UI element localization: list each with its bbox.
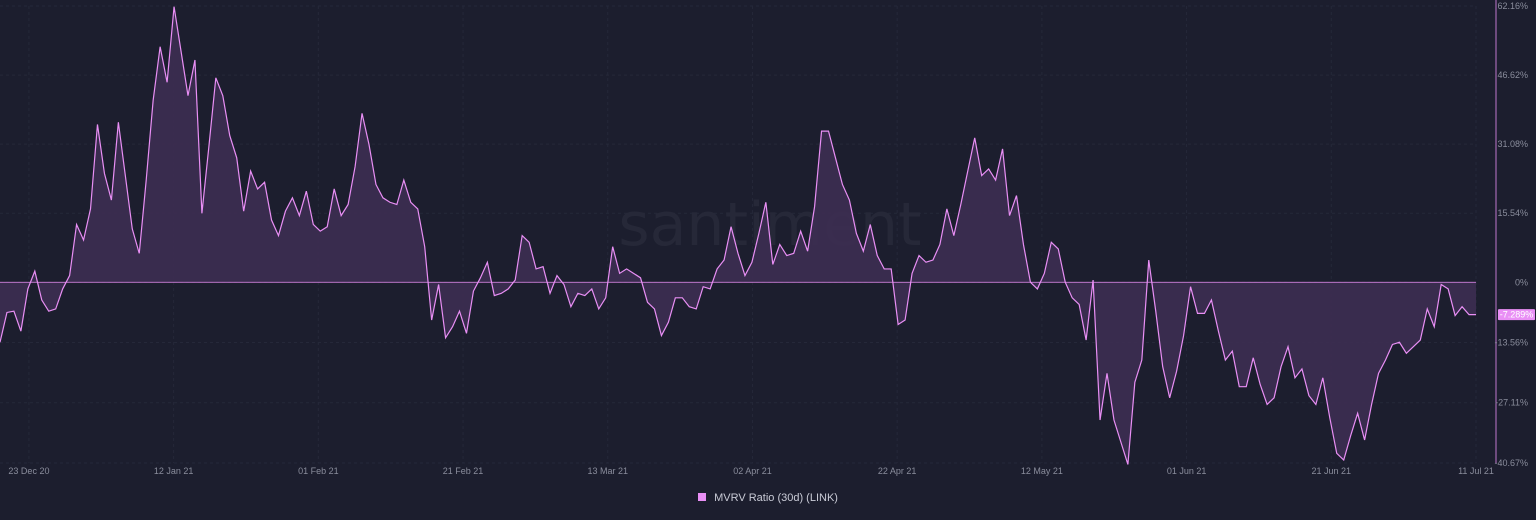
y-tick-label: 31.08%	[1497, 139, 1528, 149]
series-area-fill	[0, 6, 1476, 465]
x-tick-label: 02 Apr 21	[733, 466, 772, 476]
y-tick-label: -27.11%	[1495, 398, 1528, 408]
x-tick-label: 01 Jun 21	[1167, 466, 1207, 476]
last-value-box	[1498, 309, 1535, 321]
x-tick-label: 12 May 21	[1021, 466, 1063, 476]
x-tick-label: 22 Apr 21	[878, 466, 917, 476]
legend-label: MVRV Ratio (30d) (LINK)	[714, 492, 838, 504]
y-axis-ticks: 62.16% 46.62% 31.08% 15.54% 0% -13.56% -27.11%…	[1494, 1, 1528, 468]
legend-swatch	[698, 493, 707, 502]
x-tick-label: 01 Feb 21	[298, 466, 339, 476]
last-value-badge: -7.289%	[1498, 309, 1535, 321]
x-tick-label: 21 Feb 21	[443, 466, 484, 476]
x-tick-label: 23 Dec 20	[8, 466, 49, 476]
y-tick-label: 46.62%	[1497, 70, 1528, 80]
y-tick-label: -40.67%	[1494, 458, 1528, 468]
last-value-label: -7.289%	[1500, 310, 1534, 320]
x-tick-label: 12 Jan 21	[154, 466, 194, 476]
x-tick-label: 21 Jun 21	[1312, 466, 1352, 476]
y-tick-label: 15.54%	[1497, 208, 1528, 218]
x-tick-label: 11 Jul 21	[1458, 466, 1494, 476]
x-tick-label: 13 Mar 21	[587, 466, 628, 476]
y-tick-label: 62.16%	[1497, 1, 1528, 11]
legend[interactable]: MVRV Ratio (30d) (LINK)	[0, 492, 1536, 504]
y-tick-label: -13.56%	[1494, 338, 1528, 348]
y-tick-label: 0%	[1515, 277, 1528, 287]
x-axis-ticks: 23 Dec 20 12 Jan 21 01 Feb 21 21 Feb 21 13 M…	[8, 466, 1494, 476]
series-line[interactable]	[0, 6, 1476, 465]
